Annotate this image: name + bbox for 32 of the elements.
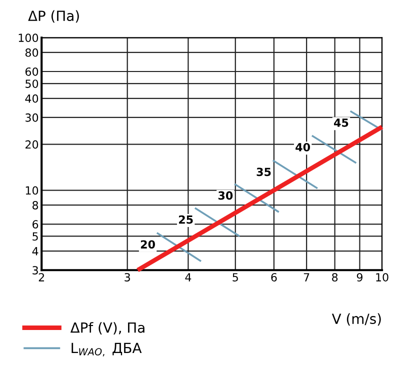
y-tick-label: 3 xyxy=(32,266,38,274)
y-tick-label: 50 xyxy=(26,80,38,88)
legend-label: ΔPf (V), Па xyxy=(70,322,144,334)
annotation: 45 xyxy=(334,118,348,127)
x-tick-label: 8 xyxy=(332,273,338,282)
x-tick-label: 9 xyxy=(356,273,362,282)
y-tick-label: 5 xyxy=(32,232,38,241)
x-axis-title: V (m/s) xyxy=(332,313,381,326)
y-tick-label: 100 xyxy=(18,34,38,42)
y-tick-label: 10 xyxy=(26,186,38,195)
annotation: 30 xyxy=(218,191,233,200)
annotation: 20 xyxy=(140,240,155,249)
x-tick-label: 4 xyxy=(185,273,192,282)
x-tick-label: 5 xyxy=(232,273,238,282)
x-tick-label: 3 xyxy=(124,273,130,282)
annotation: 35 xyxy=(256,168,271,176)
y-tick-label: 60 xyxy=(25,67,38,76)
y-tick-label: 80 xyxy=(25,48,38,57)
annotation: 25 xyxy=(178,215,193,224)
x-tick-label: 10 xyxy=(376,273,388,282)
annotation: 40 xyxy=(296,142,310,152)
y-tick-label: 6 xyxy=(32,220,38,229)
x-tick-label: 6 xyxy=(271,273,277,282)
legend-label: L$_{WAO,}$ ДБА xyxy=(72,342,142,356)
y-tick-label: 4 xyxy=(32,247,38,256)
y-tick-label: 20 xyxy=(26,140,38,149)
x-tick-label: 7 xyxy=(304,273,310,282)
x-tick-label: 2 xyxy=(38,273,44,282)
y-tick-label: 8 xyxy=(32,201,38,210)
y-tick-label: 40 xyxy=(25,94,38,103)
y-axis-title: ΔP (Па) xyxy=(28,10,79,23)
y-tick-label: 30 xyxy=(26,113,38,122)
